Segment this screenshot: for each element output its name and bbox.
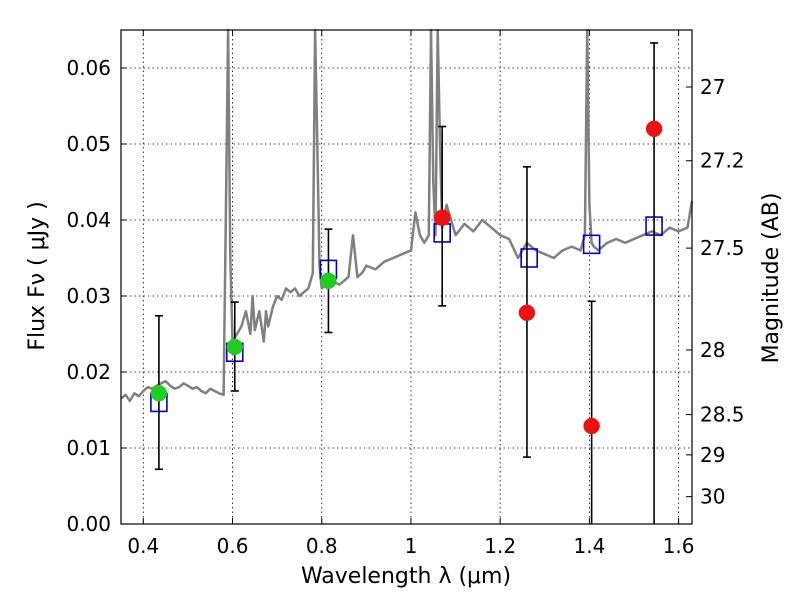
x-tick-label: 0.4 <box>127 534 159 558</box>
x-axis-label: Wavelength λ (μm) <box>301 564 511 589</box>
measurements-point <box>518 304 536 321</box>
x-tick-label: 0.8 <box>306 534 338 558</box>
y-tick-label: 0.00 <box>66 512 111 536</box>
y-tick-label: 0.03 <box>66 284 111 308</box>
right-tick-label: 29 <box>700 443 725 467</box>
spectrum-layer <box>120 28 694 403</box>
grid <box>121 30 692 524</box>
plot-frame <box>120 29 693 525</box>
x-tick-label: 1.4 <box>573 534 605 558</box>
right-tick-label: 28 <box>700 338 725 362</box>
right-tick-label: 27.2 <box>700 149 745 173</box>
right-tick-label: 27 <box>700 75 725 99</box>
y-axis-label: Flux Fν ( μJy ) <box>25 201 50 350</box>
y-tick-label: 0.05 <box>66 132 111 156</box>
right-tick-label: 27.5 <box>700 236 745 260</box>
spectrum-line <box>120 28 694 403</box>
measurements-point <box>433 209 451 226</box>
x-tick-label: 1.2 <box>484 534 516 558</box>
right-tick-label: 30 <box>700 485 725 509</box>
y-tick-label: 0.06 <box>66 56 111 80</box>
y-tick-label: 0.01 <box>66 436 111 460</box>
measurements-point <box>645 120 663 138</box>
x-tick-label: 0.6 <box>217 534 249 558</box>
detections-point <box>320 272 337 290</box>
detections-point <box>226 338 244 356</box>
measurements-point <box>583 417 600 435</box>
y-tick-label: 0.02 <box>66 360 111 384</box>
x-tick-label: 1.6 <box>663 534 695 558</box>
model-square-marker <box>520 248 538 268</box>
detections-point <box>150 385 168 402</box>
tick-layer: 0.4 0.6 0.8 1 1.2 1.4 1.6 0.00 0.01 0.02 0.03 0.04 0… <box>66 30 745 558</box>
y-tick-label: 0.04 <box>66 208 111 232</box>
marker-layer <box>150 42 663 524</box>
model-square-marker <box>582 234 601 255</box>
x-tick-label: 1 <box>405 534 418 558</box>
right-tick-label: 28.5 <box>700 403 745 427</box>
y-axis-right-label: Magnitude (AB) <box>759 193 784 364</box>
